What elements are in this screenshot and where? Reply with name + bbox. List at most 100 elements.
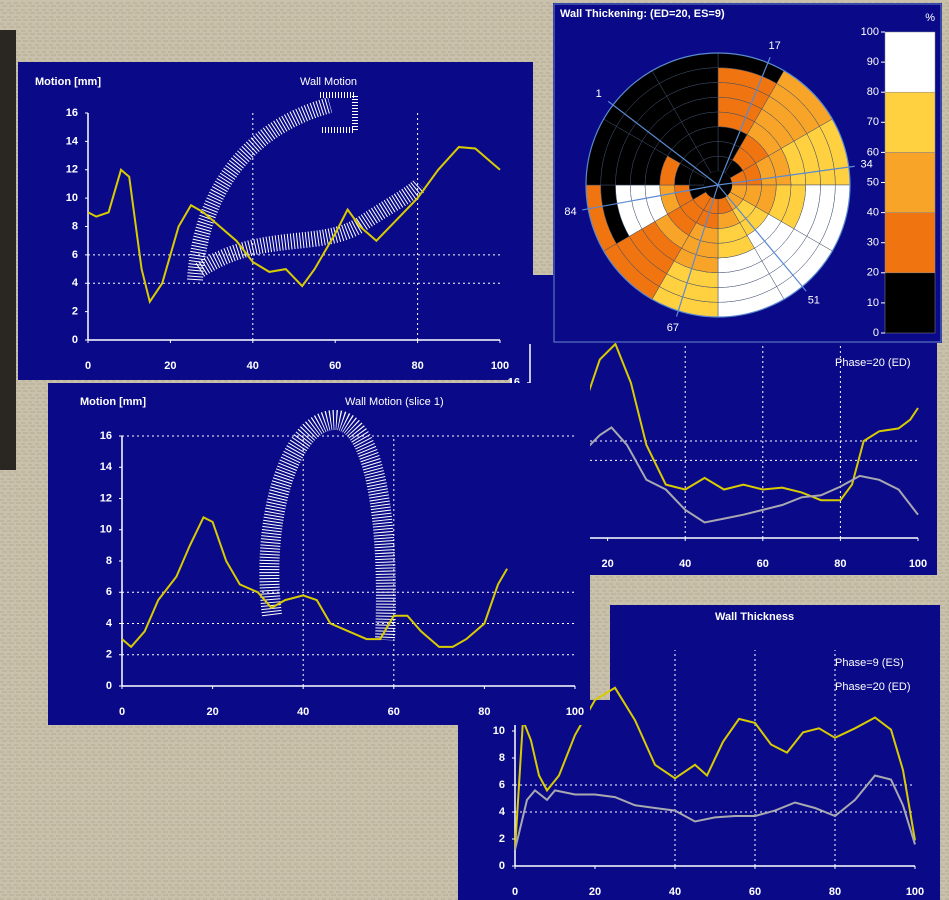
- panel: 0 2 4 6 8 10 12 14 16 0 20 40 60 80 100 Motion [mm] Wall…: [18, 62, 533, 380]
- y-tick-label: 0: [72, 334, 78, 346]
- colorbar-bin: [884, 31, 936, 93]
- y-tick-label: 6: [499, 779, 505, 791]
- colorbar-label: %: [925, 12, 935, 24]
- y-tick-label: 16: [100, 430, 112, 442]
- wall-outline: [187, 92, 426, 281]
- series-line: [87, 146, 501, 305]
- legend-entry: Phase=20 (ED): [835, 357, 911, 369]
- series-line: [514, 686, 916, 850]
- spoke: [717, 165, 855, 186]
- x-tick-label: 80: [834, 558, 846, 570]
- y-tick-label: 14: [66, 135, 79, 147]
- spoke: [717, 184, 807, 292]
- wall-outline: [259, 409, 396, 641]
- y-tick-label: 4: [106, 617, 113, 629]
- x-tick-label: 100: [906, 886, 924, 898]
- y-tick-label: 8: [106, 555, 112, 567]
- dark-strip: [0, 30, 16, 470]
- x-tick-label: 100: [491, 360, 509, 372]
- colorbar-tick-label: 50: [867, 176, 879, 188]
- x-tick-label: 80: [478, 706, 490, 718]
- colorbar-bin: [884, 212, 936, 274]
- x-tick-label: 60: [749, 886, 761, 898]
- y-tick-label: 10: [66, 192, 78, 204]
- chart-title: Wall Thickness: [715, 611, 794, 623]
- colorbar-tick-label: 70: [867, 116, 879, 128]
- colorbar-tick-label: 10: [867, 297, 879, 309]
- sector-label: 84: [564, 206, 576, 218]
- plot-base: [18, 62, 533, 380]
- y-tick-label: 6: [72, 249, 78, 261]
- y-tick-label: 6: [106, 586, 112, 598]
- x-tick-label: 40: [247, 360, 259, 372]
- spoke: [582, 184, 719, 211]
- colorbar-tick-label: 100: [861, 26, 879, 38]
- x-tick-label: 40: [669, 886, 681, 898]
- colorbar-bin: [884, 152, 936, 213]
- sector-label: 51: [808, 294, 820, 306]
- series-line: [121, 515, 508, 649]
- x-tick-label: 20: [206, 706, 218, 718]
- colorbar-tick-label: 90: [867, 56, 879, 68]
- panel: 0 2 4 6 8 10 12 14 16 0 20 40 60 80 100 Motion [mm] Wall…: [48, 383, 590, 725]
- spoke: [675, 184, 719, 317]
- panel-background: [610, 605, 940, 705]
- legend-entry: Phase=20 (ED): [835, 681, 911, 693]
- panel-background: [48, 383, 590, 725]
- x-tick-label: 100: [909, 558, 927, 570]
- x-tick-label: 20: [601, 558, 613, 570]
- y-tick-label: 8: [499, 752, 505, 764]
- colorbar-bin: [884, 272, 936, 334]
- y-tick-label: 0: [106, 680, 112, 692]
- y-tick-label: 2: [72, 306, 78, 318]
- colorbar-tick-label: 20: [867, 267, 879, 279]
- spoke: [717, 57, 771, 186]
- y-tick-label: 2: [499, 833, 505, 845]
- panel-background: [18, 62, 533, 380]
- chart-subtitle: Wall Motion (slice 1): [345, 396, 444, 408]
- sector-label: 34: [860, 159, 872, 171]
- x-tick-label: 0: [85, 360, 91, 372]
- chart-title: Motion [mm]: [80, 396, 146, 408]
- colorbar-tick-label: 40: [867, 207, 879, 219]
- x-tick-label: 20: [589, 886, 601, 898]
- series-line: [514, 774, 916, 851]
- x-tick-label: 60: [757, 558, 769, 570]
- x-tick-label: 40: [679, 558, 691, 570]
- colorbar-tick-label: 0: [873, 327, 879, 339]
- x-tick-label: 0: [119, 706, 125, 718]
- series-line: [529, 342, 919, 506]
- colorbar-bin: [884, 91, 936, 153]
- y-tick-label: 4: [499, 806, 506, 818]
- panel: Wall Thickening: (ED=20, ES=9) 1 17 34 51 67 8…: [553, 3, 942, 343]
- chart-title: Wall Thickening: (ED=20, ES=9): [560, 8, 725, 20]
- y-tick-label: 0: [499, 860, 505, 872]
- sector-label: 17: [769, 40, 781, 52]
- x-tick-label: 0: [512, 886, 518, 898]
- x-tick-label: 20: [164, 360, 176, 372]
- x-tick-label: 100: [566, 706, 584, 718]
- y-tick-label: 10: [493, 725, 505, 737]
- y-tick-label: 16: [66, 107, 78, 119]
- outer-ring: [585, 52, 851, 318]
- x-tick-label: 40: [297, 706, 309, 718]
- sector-label: 67: [667, 322, 679, 334]
- y-tick-label: 10: [100, 524, 112, 536]
- sector-label: 1: [596, 88, 602, 100]
- plot-base: [48, 383, 590, 725]
- x-tick-label: 80: [829, 886, 841, 898]
- colorbar-tick-label: 80: [867, 86, 879, 98]
- panel-background: [458, 700, 940, 900]
- y-tick-label: 12: [100, 492, 112, 504]
- colorbar-tick-label: 60: [867, 146, 879, 158]
- panel-frame: [553, 3, 942, 343]
- y-tick-label: 12: [66, 164, 78, 176]
- y-tick-label: 8: [72, 220, 78, 232]
- x-tick-label: 60: [388, 706, 400, 718]
- chart-title: Motion [mm]: [35, 76, 101, 88]
- y-tick-label: 4: [72, 277, 79, 289]
- legend-entry: Phase=9 (ES): [835, 657, 904, 669]
- y-tick-label: 14: [100, 461, 113, 473]
